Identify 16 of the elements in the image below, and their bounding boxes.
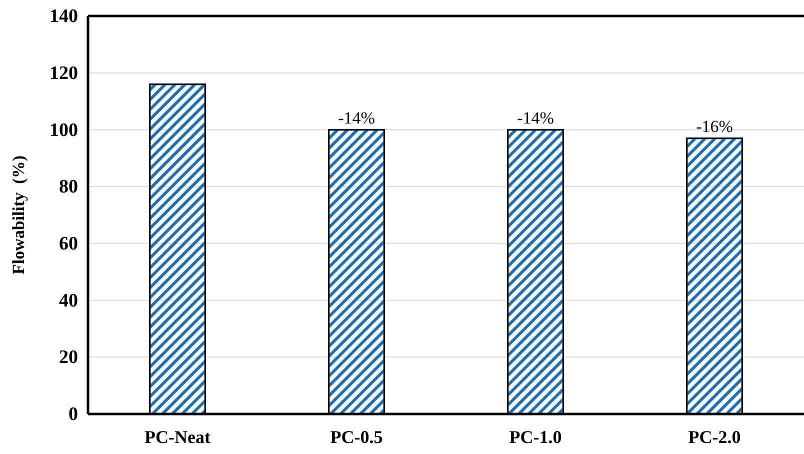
annotation: -14% <box>517 108 554 128</box>
annotation: -16% <box>696 117 733 136</box>
y-tick-label: 60 <box>59 234 78 255</box>
x-tick-label: PC-Neat <box>144 426 210 447</box>
x-tick-label: PC-0.5 <box>330 426 383 447</box>
y-tick-label: 120 <box>50 62 78 84</box>
y-tick-label: 20 <box>59 347 78 368</box>
y-tick-label: 40 <box>59 290 78 312</box>
y-tick-label: 140 <box>50 6 78 28</box>
y-tick-label: 100 <box>50 120 78 141</box>
y-axis-title: Flowability (%) <box>9 156 28 274</box>
x-tick-label: PC-1.0 <box>509 426 562 447</box>
x-tick-label: PC-2.0 <box>688 426 741 447</box>
y-tick-label: 0 <box>68 404 78 426</box>
y-tick-label: 80 <box>59 176 78 198</box>
annotation: -14% <box>338 108 375 128</box>
